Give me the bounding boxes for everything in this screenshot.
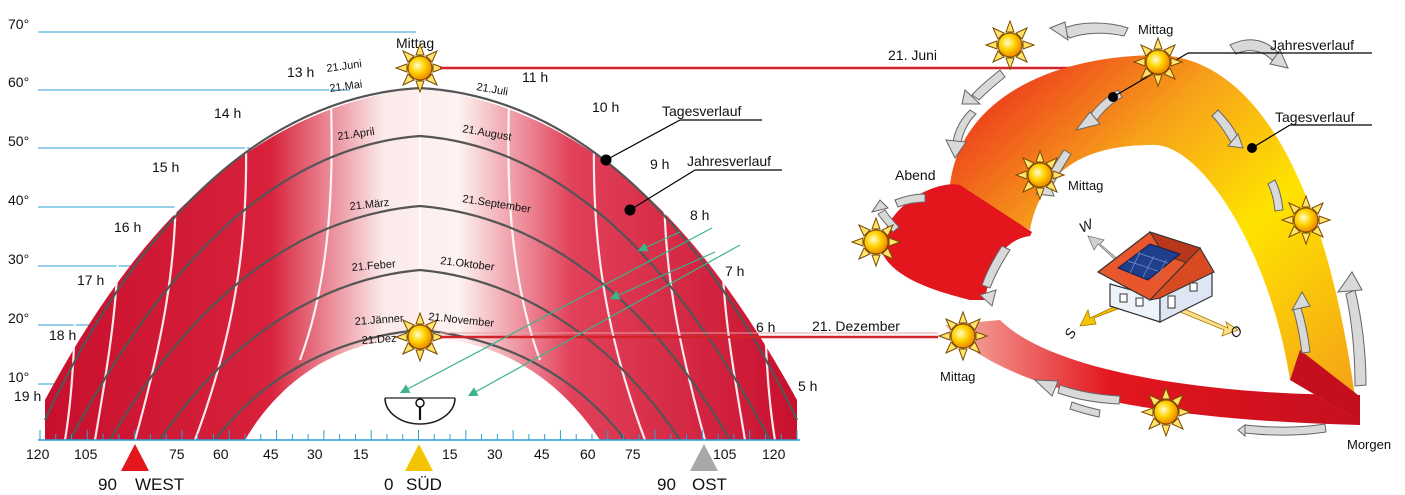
mittag-mid-label: Mittag bbox=[1068, 178, 1103, 193]
callouts-left: Tagesverlauf Jahresverlauf bbox=[600, 103, 782, 216]
hour-label: 17 h bbox=[77, 272, 104, 288]
azimuth-tick-label: 15 bbox=[353, 446, 369, 462]
date-label: 21.Dez bbox=[361, 333, 397, 347]
hour-label: 8 h bbox=[690, 207, 709, 223]
south-value: 0 bbox=[384, 475, 393, 494]
perspective-view bbox=[851, 20, 1372, 438]
azimuth-scale bbox=[38, 430, 800, 441]
jahresverlauf-right-label: Jahresverlauf bbox=[1270, 37, 1354, 53]
azimuth-tick-label: 30 bbox=[307, 446, 323, 462]
mittag-top-label: Mittag bbox=[1138, 22, 1173, 37]
elevation-label: 20° bbox=[8, 310, 29, 326]
azimuth-tick-label: 60 bbox=[213, 446, 229, 462]
south-label: SÜD bbox=[406, 475, 442, 494]
connector-lines bbox=[440, 66, 1140, 339]
jahresverlauf-label: Jahresverlauf bbox=[687, 153, 771, 169]
azimuth-tick-label: 15 bbox=[442, 446, 458, 462]
dezember-label: 21. Dezember bbox=[812, 318, 900, 334]
sun-rays bbox=[399, 227, 741, 397]
azimuth-tick-labels: 120 105 75 60 45 30 15 15 30 45 60 75 10… bbox=[26, 446, 786, 462]
hour-label: 13 h bbox=[287, 64, 314, 80]
west-label: WEST bbox=[135, 475, 184, 494]
azimuth-tick-label: 120 bbox=[762, 446, 786, 462]
elevation-label: 70° bbox=[8, 16, 29, 32]
elevation-label: 50° bbox=[8, 133, 29, 149]
hour-label: 19 h bbox=[14, 388, 41, 404]
compass-s: S bbox=[1061, 325, 1080, 342]
hour-labels-right: 11 h 10 h 9 h 8 h 7 h 6 h 5 h bbox=[522, 69, 817, 394]
house-icon bbox=[1096, 231, 1216, 323]
elevation-label: 60° bbox=[8, 74, 29, 90]
azimuth-tick-label: 75 bbox=[625, 446, 641, 462]
west-marker-icon bbox=[121, 444, 149, 471]
hour-label: 10 h bbox=[592, 99, 619, 115]
elevation-label: 30° bbox=[8, 251, 29, 267]
date-label: 21.Feber bbox=[351, 258, 396, 274]
abend-label: Abend bbox=[895, 167, 935, 183]
perspective-labels: 21. Juni 21. Dezember Mittag Mittag Mitt… bbox=[812, 22, 1391, 452]
hour-label: 11 h bbox=[522, 69, 548, 85]
south-marker-icon bbox=[405, 444, 433, 471]
date-label: 21.Juli bbox=[475, 81, 508, 98]
morgen-label: Morgen bbox=[1347, 437, 1391, 452]
azimuth-tick-label: 45 bbox=[534, 446, 550, 462]
date-label: 21.Mai bbox=[329, 78, 363, 94]
azimuth-tick-label: 120 bbox=[26, 446, 50, 462]
elevation-labels: 70° 60° 50° 40° 30° 20° 10° bbox=[8, 16, 29, 385]
azimuth-tick-label: 105 bbox=[713, 446, 737, 462]
elevation-label: 10° bbox=[8, 369, 29, 385]
elevation-label: 40° bbox=[8, 192, 29, 208]
hour-label: 15 h bbox=[152, 159, 179, 175]
date-label: 21.Juni bbox=[326, 58, 363, 75]
direction-markers: 90 WEST 0 SÜD 90 OST bbox=[98, 444, 727, 494]
azimuth-tick-label: 75 bbox=[169, 446, 185, 462]
hour-label: 14 h bbox=[214, 105, 241, 121]
noon-label: Mittag bbox=[396, 35, 434, 51]
east-value: 90 bbox=[657, 475, 676, 494]
sun-summer-icon bbox=[395, 43, 445, 93]
mittag-bottom-label: Mittag bbox=[940, 369, 975, 384]
date-label: 21.April bbox=[337, 126, 376, 143]
hour-label: 9 h bbox=[650, 156, 669, 172]
azimuth-tick-label: 105 bbox=[74, 446, 98, 462]
date-labels-left: 21.Juni 21.Mai 21.April 21.März 21.Feber… bbox=[326, 58, 405, 347]
compass-w: W bbox=[1077, 215, 1097, 236]
azimuth-tick-label: 60 bbox=[580, 446, 596, 462]
hour-label: 7 h bbox=[725, 263, 744, 279]
east-marker-icon bbox=[690, 444, 718, 471]
observer-icon bbox=[384, 397, 456, 425]
azimuth-tick-label: 45 bbox=[263, 446, 279, 462]
date-label: 21.März bbox=[349, 197, 390, 213]
east-label: OST bbox=[692, 475, 727, 494]
elevation-guides bbox=[38, 31, 416, 385]
hour-label: 6 h bbox=[756, 319, 775, 335]
juni-label: 21. Juni bbox=[888, 47, 937, 63]
hour-label: 18 h bbox=[49, 327, 76, 343]
tagesverlauf-label: Tagesverlauf bbox=[662, 103, 741, 119]
west-value: 90 bbox=[98, 475, 117, 494]
azimuth-tick-label: 30 bbox=[487, 446, 503, 462]
hour-label: 16 h bbox=[114, 219, 141, 235]
tagesverlauf-right-label: Tagesverlauf bbox=[1275, 109, 1354, 125]
date-label: 21.Jänner bbox=[354, 313, 404, 328]
hour-label: 5 h bbox=[798, 378, 817, 394]
hour-labels-left: 13 h 14 h 15 h 16 h 17 h 18 h 19 h bbox=[14, 64, 314, 404]
